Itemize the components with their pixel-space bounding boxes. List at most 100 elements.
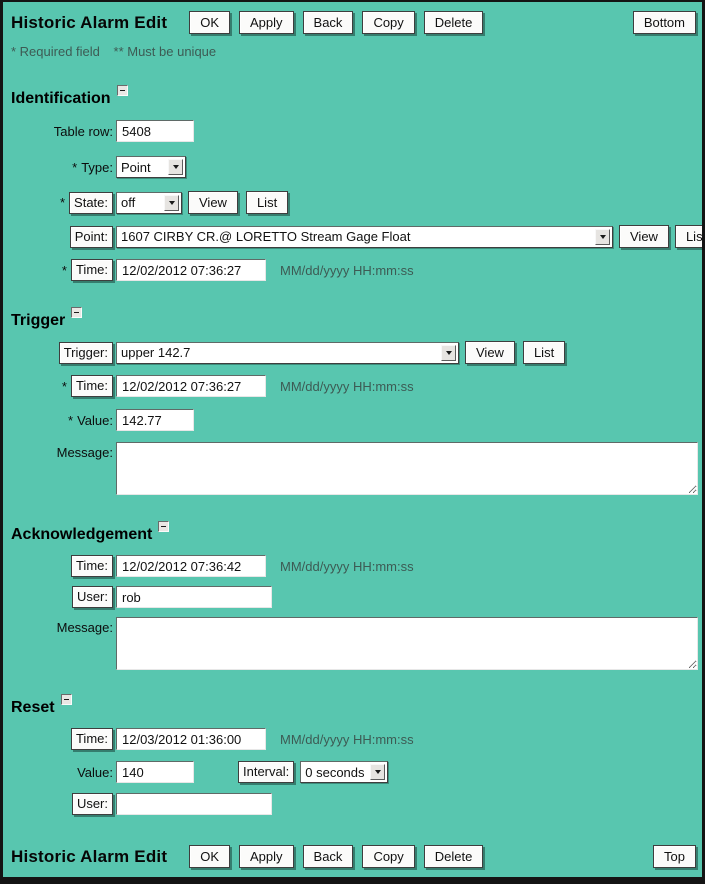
datetime-format-hint: MM/dd/yyyy HH:mm:ss [280,558,414,574]
required-star: * [68,412,74,428]
identification-time-input[interactable] [116,259,266,281]
collapse-minus-icon[interactable] [60,694,72,705]
trigger-time-row: * Time: MM/dd/yyyy HH:mm:ss [3,375,702,397]
bottom-button-group: OK Apply Back Copy Delete [189,845,484,868]
acknowledgement-heading: Acknowledgement [11,521,702,544]
bottom-scroll-button[interactable]: Bottom [632,11,696,34]
back-button[interactable]: Back [302,11,354,34]
point-view-button[interactable]: View [619,225,669,248]
back-button[interactable]: Back [302,845,354,868]
ack-user-label-button[interactable]: User: [71,586,113,608]
reset-time-row: Time: MM/dd/yyyy HH:mm:ss [3,728,702,750]
state-view-button[interactable]: View [188,191,238,214]
required-star: * [59,195,66,210]
reset-value-label: Value: [77,764,113,780]
apply-button[interactable]: Apply [239,11,294,34]
state-label-button[interactable]: State: [69,191,113,214]
collapse-minus-icon[interactable] [158,521,170,532]
apply-button[interactable]: Apply [239,845,294,868]
state-select[interactable]: off [116,191,182,214]
chevron-down-icon [370,764,386,780]
point-label-button[interactable]: Point: [69,225,113,248]
point-select-value: 1607 CIRBY CR.@ LORETTO Stream Gage Floa… [121,229,411,244]
ok-button[interactable]: OK [189,11,230,34]
datetime-format-hint: MM/dd/yyyy HH:mm:ss [280,731,414,747]
reset-value-input[interactable] [116,761,194,783]
trigger-heading-text: Trigger [11,312,66,329]
state-row: * State: off View List [3,191,702,214]
reset-heading-text: Reset [11,699,55,716]
state-select-value: off [121,195,136,210]
trigger-message-textarea[interactable] [116,442,698,495]
ok-button[interactable]: OK [189,845,230,868]
top-scroll-button[interactable]: Top [653,845,696,868]
ack-time-label-button[interactable]: Time: [70,555,113,577]
reset-value-row: Value: Interval: 0 seconds [3,761,702,783]
table-row-label: Table row: [53,123,113,139]
reset-interval-select[interactable]: 0 seconds [300,761,389,783]
required-star: * [61,262,67,278]
identification-time-label-button[interactable]: Time: [70,259,113,281]
ack-time-input[interactable] [116,555,266,577]
reset-user-row: User: [3,793,702,815]
trigger-label-button[interactable]: Trigger: [58,341,113,364]
chevron-down-icon [595,228,610,245]
trigger-select[interactable]: upper 142.7 [116,341,459,364]
required-star: * [72,159,78,175]
acknowledgement-heading-text: Acknowledgement [11,526,153,543]
trigger-select-value: upper 142.7 [121,345,191,360]
chevron-down-icon [441,344,456,361]
delete-button[interactable]: Delete [423,845,484,868]
reset-interval-label-button[interactable]: Interval: [238,761,295,783]
copy-button[interactable]: Copy [362,11,415,34]
table-row-input[interactable] [116,120,194,142]
type-label: Type: [81,159,113,175]
point-select[interactable]: 1607 CIRBY CR.@ LORETTO Stream Gage Floa… [116,225,613,248]
required-star: * [61,378,67,394]
reset-heading: Reset [11,694,702,717]
trigger-select-row: Trigger: upper 142.7 View List [3,341,702,364]
type-select[interactable]: Point [116,156,186,178]
reset-time-label-button[interactable]: Time: [70,728,113,750]
reset-interval-select-value: 0 seconds [305,764,365,780]
ack-time-row: Time: MM/dd/yyyy HH:mm:ss [3,555,702,577]
ack-message-label: Message: [56,620,113,635]
unique-note: ** Must be unique [113,44,217,59]
state-list-button[interactable]: List [245,191,289,214]
copy-button[interactable]: Copy [362,845,415,868]
reset-user-input[interactable] [116,793,272,815]
legend-note: * Required field ** Must be unique [11,44,702,59]
reset-user-label-button[interactable]: User: [71,793,113,815]
trigger-heading: Trigger [11,307,702,330]
datetime-format-hint: MM/dd/yyyy HH:mm:ss [280,262,414,278]
ack-user-input[interactable] [116,586,272,608]
ack-message-textarea[interactable] [116,617,698,670]
point-row: Point: 1607 CIRBY CR.@ LORETTO Stream Ga… [3,225,702,248]
page-title-bottom: Historic Alarm Edit [11,846,168,866]
collapse-minus-icon[interactable] [71,307,83,318]
type-row: * Type: Point [3,156,702,178]
chevron-down-icon [164,194,179,211]
trigger-value-input[interactable] [116,409,194,431]
type-select-value: Point [121,159,151,175]
trigger-time-label-button[interactable]: Time: [70,375,113,397]
identification-heading: Identification [11,85,702,108]
trigger-view-button[interactable]: View [465,341,515,364]
point-list-button[interactable]: List [674,225,702,248]
top-toolbar: Historic Alarm Edit OK Apply Back Copy D… [3,11,702,34]
trigger-time-input[interactable] [116,375,266,397]
delete-button[interactable]: Delete [423,11,484,34]
trigger-value-label: Value: [77,412,113,428]
ack-message-row: Message: [3,617,702,670]
ack-user-row: User: [3,586,702,608]
reset-time-input[interactable] [116,728,266,750]
required-field-note: * Required field [11,44,100,59]
bottom-toolbar: Historic Alarm Edit OK Apply Back Copy D… [3,845,702,868]
trigger-message-row: Message: [3,442,702,495]
collapse-minus-icon[interactable] [116,85,128,96]
chevron-down-icon [168,159,183,175]
trigger-list-button[interactable]: List [522,341,566,364]
trigger-message-label: Message: [56,445,113,460]
top-button-group: OK Apply Back Copy Delete [189,11,484,34]
